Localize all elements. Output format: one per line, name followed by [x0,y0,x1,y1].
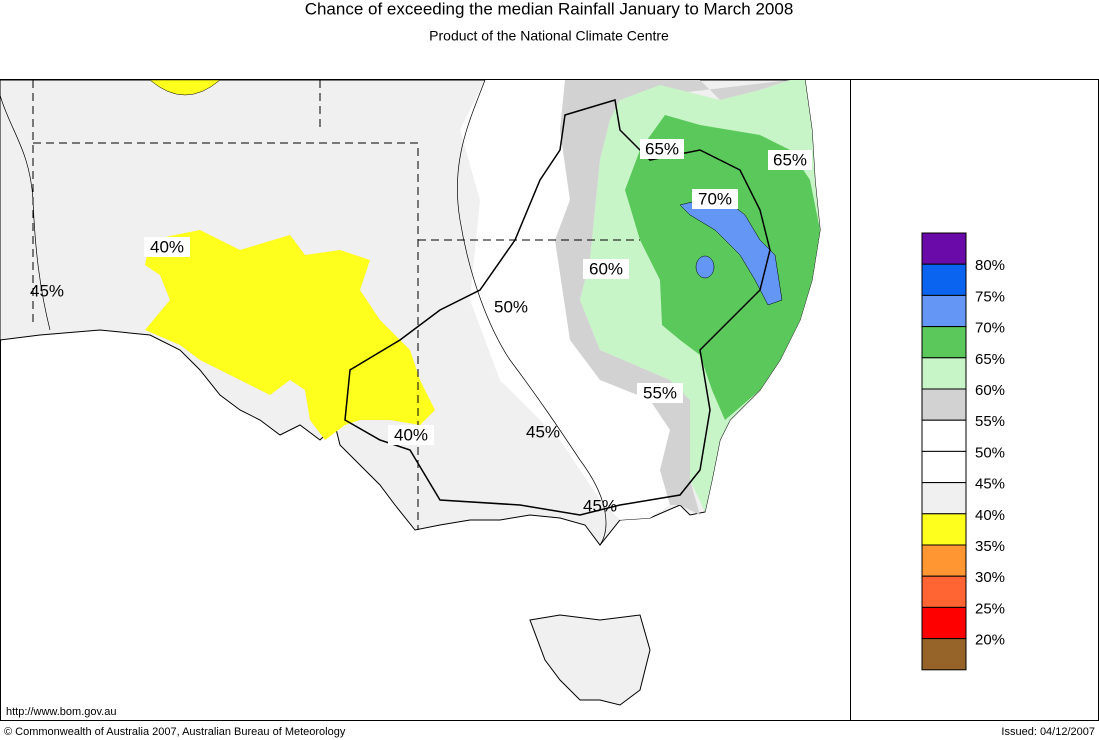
legend-label: 50% [975,444,1005,461]
map-labels: 65% 65% 70% 40% 45% 60% 50% 55% 45% 40% … [30,139,812,515]
label-bg [388,425,434,445]
contour-label: 70% [698,189,732,208]
legend-label: 70% [975,320,1005,337]
contour-label: 50% [494,297,528,316]
tasmania [529,614,651,706]
copyright: © Commonwealth of Australia 2007, Austra… [4,726,346,738]
contour-label: 45% [583,496,617,515]
label-bg [488,297,534,317]
band-70 [679,194,783,306]
label-bg [144,237,190,257]
contour-label: 45% [526,422,560,441]
issued: Issued: 04/12/2007 [1001,726,1095,738]
legend-label: 25% [975,600,1005,617]
band-50 [460,80,670,520]
map [0,79,821,706]
band-40-top [149,79,221,96]
legend-swatch [921,450,967,484]
contour-label: 65% [645,139,679,158]
legend-swatch [921,232,967,265]
legend-swatch [921,326,967,359]
legend-swatch [921,544,967,577]
legend-label: 65% [975,351,1005,368]
title: Chance of exceeding the median Rainfall … [305,0,794,18]
legend-swatch [921,606,967,640]
legend: 80% 75% 70% 65% 60% 55% 50% 45% 40% 35% 30% 25% 20% [921,232,1005,671]
legend-swatch [921,482,967,515]
contours [0,79,607,546]
legend-label: 60% [975,382,1005,399]
label-bg [583,259,629,279]
url: http://www.bom.gov.au [6,706,116,718]
label-bg [692,189,738,209]
legend-swatch [921,513,967,546]
contour-label: 60% [589,259,623,278]
legend-swatch [921,263,967,296]
legend-label: 20% [975,632,1005,649]
legend-label: 40% [975,507,1005,524]
legend-label: 30% [975,569,1005,586]
legend-swatch [921,419,967,452]
legend-swatch [921,388,967,421]
legend-label: 45% [975,476,1005,493]
legend-swatch [921,357,967,390]
band-55 [555,80,790,515]
district-borders [344,99,771,516]
legend-swatch [921,575,967,608]
legend-swatch [921,294,967,328]
label-bg [640,139,684,159]
legend-label: 75% [975,288,1005,305]
label-bg [637,383,683,403]
band-70-spot [695,255,715,279]
contour-label: 55% [643,383,677,402]
contour-label: 65% [773,150,807,169]
label-bg [768,150,812,170]
legend-label: 80% [975,257,1005,274]
contour-label: 40% [394,425,428,444]
legend-swatch [921,638,967,671]
legend-label: 35% [975,538,1005,555]
band-40 [145,230,435,440]
contour-label: 40% [150,237,184,256]
band-65 [625,115,820,420]
contour-label: 45% [30,281,64,300]
subtitle: Product of the National Climate Centre [429,28,669,44]
legend-label: 55% [975,413,1005,430]
